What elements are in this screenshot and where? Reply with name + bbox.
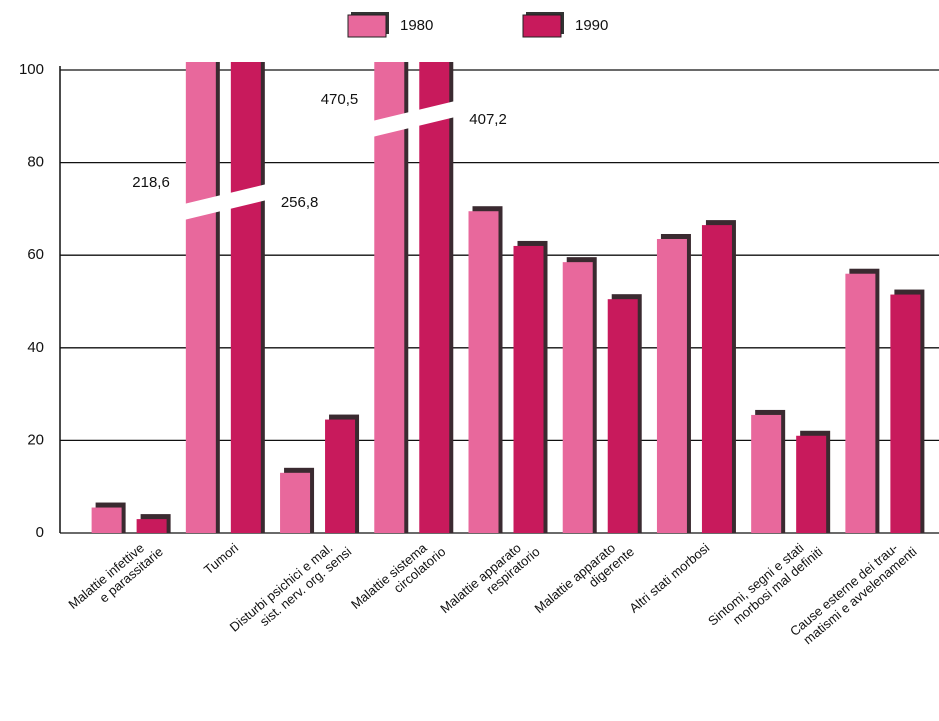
x-tick-label: Malattie apparatodigerente <box>532 533 637 628</box>
value-label: 218,6 <box>132 174 170 191</box>
bar <box>468 211 499 533</box>
bar <box>890 294 921 533</box>
bar <box>845 273 876 533</box>
bar <box>796 435 827 533</box>
bar <box>607 299 638 533</box>
x-tick-label: Malattie infettivee parassitarie <box>66 533 166 624</box>
bar <box>419 62 450 533</box>
legend-swatch <box>347 14 387 38</box>
bar <box>656 238 687 533</box>
value-label: 407,2 <box>469 111 507 128</box>
bar <box>280 472 311 533</box>
x-tick-label: Malattie apparatorespiratorio <box>438 533 543 628</box>
bar <box>562 262 593 533</box>
bar <box>701 225 732 534</box>
bar <box>91 507 122 533</box>
bar <box>325 419 356 533</box>
bar <box>513 245 544 533</box>
y-tick-label: 60 <box>27 246 44 263</box>
bar <box>751 414 782 533</box>
value-label: 256,8 <box>281 194 319 211</box>
x-tick-label: Altri stati morbosi <box>627 540 713 616</box>
y-tick-label: 80 <box>27 154 44 171</box>
y-tick-label: 100 <box>19 61 44 78</box>
legend-label: 1990 <box>575 17 608 34</box>
bars <box>91 62 925 534</box>
x-tick-label: Disturbi psichici e mal.sist. nerv. org.… <box>227 533 355 647</box>
x-tick-label: Tumori <box>201 540 241 577</box>
bar <box>185 62 216 534</box>
axis-break <box>179 183 271 221</box>
axis-break <box>368 100 460 138</box>
value-label: 470,5 <box>321 91 359 108</box>
y-tick-label: 0 <box>36 524 44 541</box>
legend-swatch <box>522 14 562 38</box>
legend-label: 1980 <box>400 17 433 34</box>
bar <box>374 62 405 533</box>
x-tick-label: Malattie sistemacircolatorio <box>348 533 448 624</box>
bar <box>230 62 261 533</box>
bar <box>136 519 167 533</box>
y-tick-label: 20 <box>27 431 44 448</box>
y-tick-label: 40 <box>27 339 44 356</box>
